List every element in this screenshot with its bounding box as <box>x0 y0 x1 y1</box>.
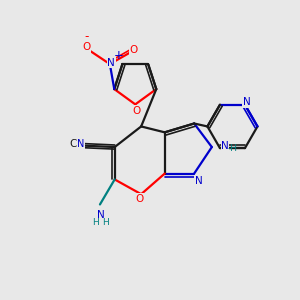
Text: N: N <box>97 210 104 220</box>
Text: O: O <box>129 45 137 55</box>
Text: C: C <box>69 139 76 149</box>
Text: +: + <box>114 49 124 62</box>
Text: N: N <box>243 98 250 107</box>
Text: O: O <box>133 106 141 116</box>
Text: N: N <box>77 139 85 149</box>
Text: N: N <box>221 141 229 151</box>
Text: H: H <box>103 218 109 227</box>
Text: O: O <box>136 194 144 204</box>
Text: N: N <box>107 58 115 68</box>
Text: O: O <box>82 42 90 52</box>
Text: H: H <box>92 218 99 227</box>
Text: N: N <box>195 176 203 186</box>
Text: -: - <box>84 31 88 44</box>
Text: -H: -H <box>228 144 238 153</box>
